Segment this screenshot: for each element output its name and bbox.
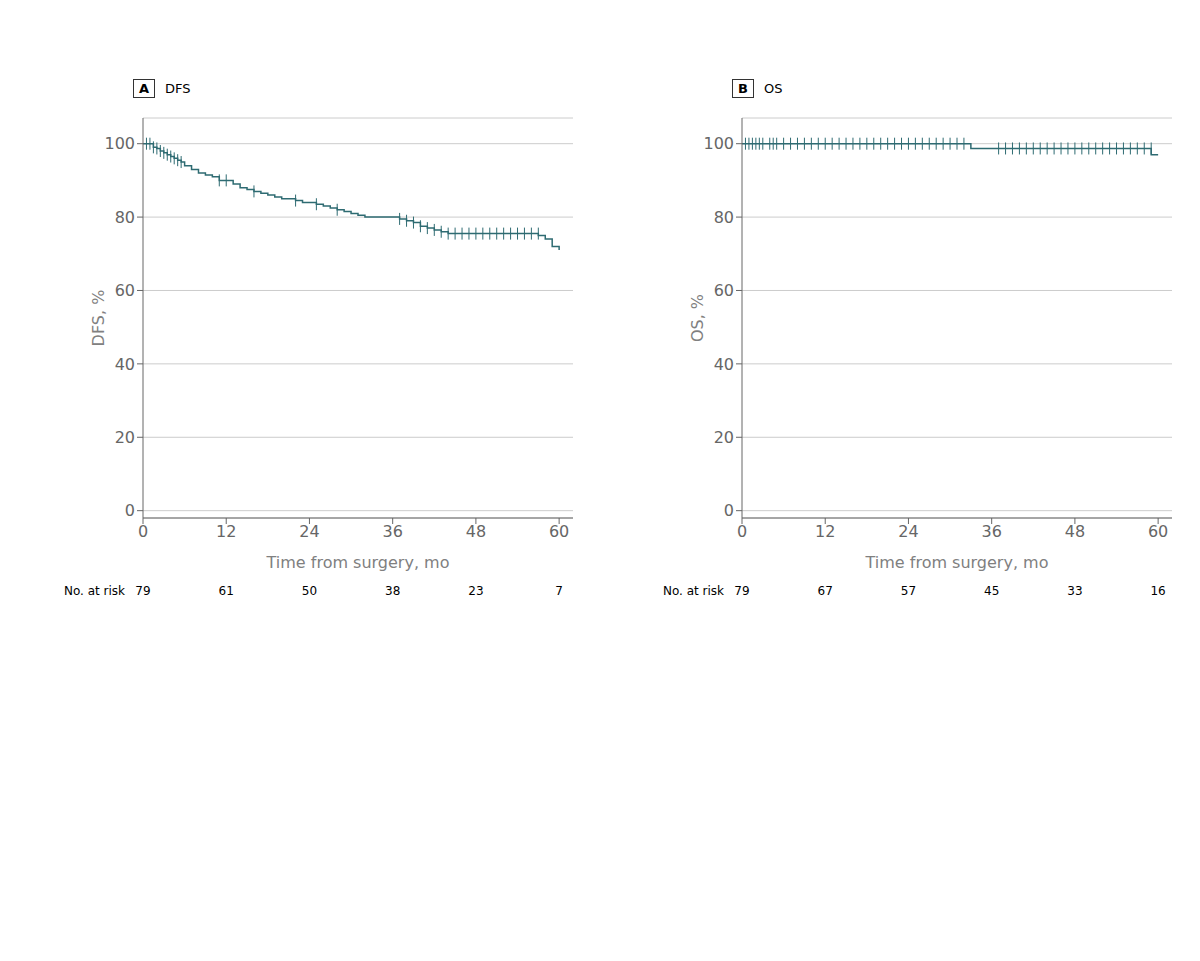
html-text:16: 16 — [1150, 584, 1166, 598]
svg-text:0: 0 — [724, 501, 734, 520]
svg-text:0: 0 — [125, 501, 135, 520]
html-text:DFS: DFS — [165, 80, 191, 96]
svg-text:60: 60 — [549, 522, 569, 541]
svg-text:12: 12 — [815, 522, 835, 541]
svg-text:24: 24 — [299, 522, 319, 541]
svg-text:40: 40 — [714, 355, 734, 374]
html-text:79: 79 — [734, 584, 750, 598]
html-text:79: 79 — [135, 584, 151, 598]
svg-text:20: 20 — [714, 428, 734, 447]
html-text:67: 67 — [817, 584, 833, 598]
svg-text:80: 80 — [115, 208, 135, 227]
svg-text:36: 36 — [981, 522, 1001, 541]
svg-text:100: 100 — [703, 134, 734, 153]
svg-text:100: 100 — [104, 134, 135, 153]
html-text:23: 23 — [468, 584, 484, 598]
svg-text:20: 20 — [115, 428, 135, 447]
svg-text:80: 80 — [714, 208, 734, 227]
svg-text:24: 24 — [898, 522, 918, 541]
svg-text:48: 48 — [1065, 522, 1085, 541]
html-text:33: 33 — [1067, 584, 1083, 598]
svg-text:36: 36 — [382, 522, 402, 541]
svg-text:60: 60 — [115, 281, 135, 300]
svg-text:60: 60 — [714, 281, 734, 300]
svg-text:0: 0 — [138, 522, 148, 541]
svg-text:60: 60 — [1148, 522, 1168, 541]
html-text:OS: OS — [763, 80, 783, 96]
html-text:No. at risk: No. at risk — [662, 584, 724, 598]
html-text:57: 57 — [900, 584, 917, 598]
svg-text:OS, %: OS, % — [688, 294, 707, 342]
html-text:A: A — [139, 80, 150, 96]
svg-text:12: 12 — [216, 522, 236, 541]
html-text:No. at risk: No. at risk — [63, 584, 125, 598]
html-text:61: 61 — [218, 584, 234, 598]
svg-text:DFS, %: DFS, % — [89, 290, 108, 347]
html-text:45: 45 — [984, 584, 1000, 598]
svg-text:0: 0 — [737, 522, 747, 541]
svg-text:48: 48 — [466, 522, 486, 541]
html-text:B: B — [738, 80, 748, 96]
svg-text:Time from surgery, mo: Time from surgery, mo — [865, 553, 1049, 572]
svg-text:40: 40 — [115, 355, 135, 374]
html-text:7: 7 — [555, 584, 563, 598]
svg-text:Time from surgery, mo: Time from surgery, mo — [266, 553, 450, 572]
html-text:38: 38 — [385, 584, 401, 598]
html-text:50: 50 — [301, 584, 318, 598]
